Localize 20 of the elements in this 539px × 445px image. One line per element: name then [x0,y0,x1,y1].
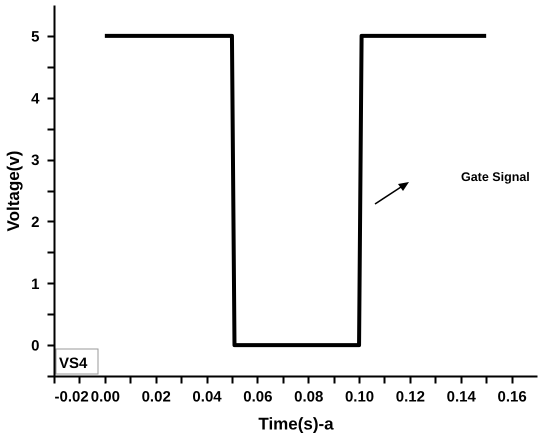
x-tick-label: 0.16 [497,388,527,406]
y-tick-label: 0 [31,338,40,355]
annotation: Gate Signal [461,170,530,184]
x-tick-label: 0.00 [90,388,120,406]
y-axis-title: Voltage(v) [4,150,24,232]
y-tick-label: 3 [31,152,40,170]
x-axis-title: Time(s)-a [258,414,334,434]
x-tick-label: 0.12 [396,388,425,406]
y-tick-label: 4 [31,90,40,108]
y-tick-label: 2 [31,214,40,231]
x-tick-label: 0.04 [192,388,222,406]
annotation: VS4 [59,355,88,372]
x-tick-label: 0.14 [446,388,476,406]
y-tick-label: 1 [31,276,40,293]
x-tick-label: 0.10 [344,388,374,406]
y-tick-label: 5 [31,28,40,46]
x-tick-label: 0.08 [294,388,324,406]
x-tick-label: 0.02 [142,388,171,406]
x-tick-label: -0.02 [54,388,89,406]
x-tick-label: 0.06 [243,388,272,406]
